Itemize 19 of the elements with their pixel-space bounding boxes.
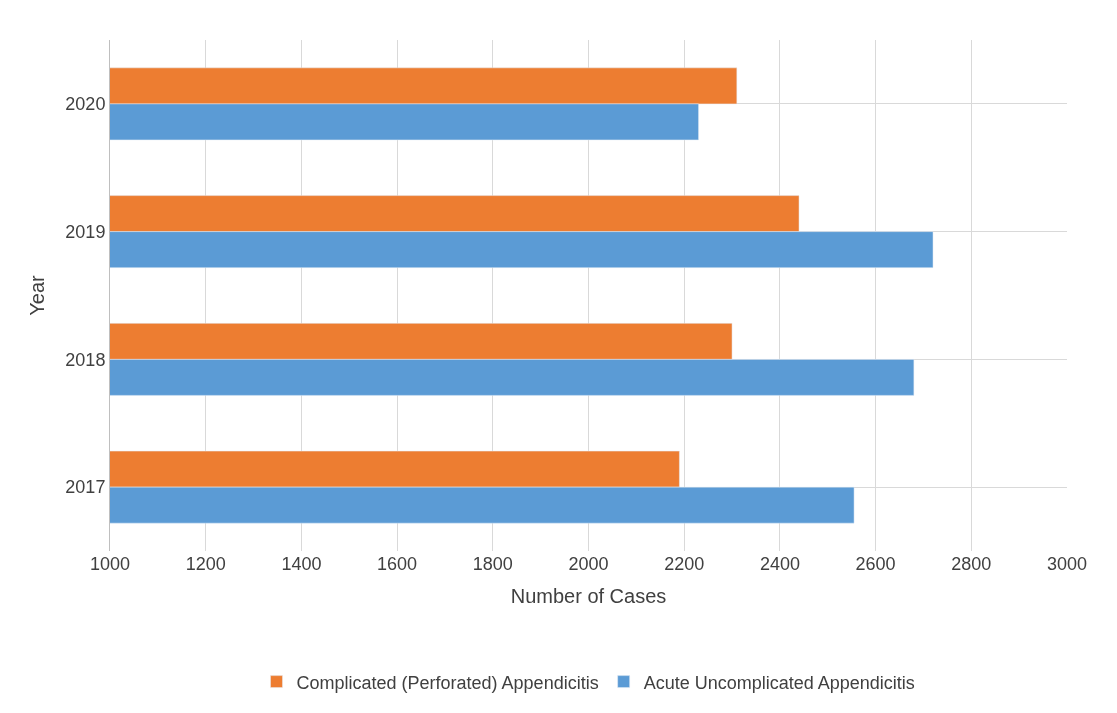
x-tick-label: 2600 bbox=[855, 554, 896, 574]
x-tick-label: 1200 bbox=[185, 554, 226, 574]
x-tick-label: 2000 bbox=[568, 554, 609, 574]
x-tick-label: 1800 bbox=[472, 554, 513, 574]
y-axis-title: Year bbox=[25, 274, 48, 316]
x-tick-label: 2800 bbox=[951, 554, 992, 574]
x-tick-label: 1600 bbox=[377, 554, 418, 574]
x-tick-label: 1400 bbox=[281, 554, 322, 574]
x-axis-title: Number of Cases bbox=[510, 584, 667, 607]
y-tick-label: 2018 bbox=[65, 349, 106, 370]
x-tick-label: 1000 bbox=[89, 554, 131, 574]
legend-label: Acute Uncomplicated Appendicitis bbox=[643, 672, 915, 693]
y-tick-label: 2019 bbox=[65, 221, 106, 242]
y-tick-label: 2020 bbox=[65, 94, 106, 115]
legend-label: Complicated (Perforated) Appendicitis bbox=[296, 672, 599, 693]
x-tick-label: 2200 bbox=[664, 554, 705, 574]
x-tick-label: 3000 bbox=[1046, 554, 1088, 574]
y-tick-label: 2017 bbox=[65, 477, 106, 498]
x-tick-label: 2400 bbox=[759, 554, 800, 574]
